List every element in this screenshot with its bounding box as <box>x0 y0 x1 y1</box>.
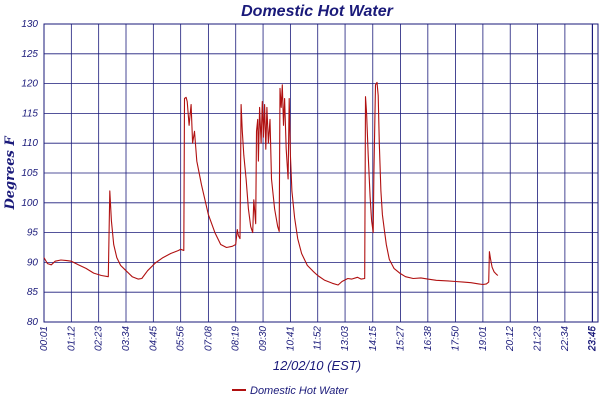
x-axis-label: 12/02/10 (EST) <box>273 358 361 373</box>
x-tick-label: 02:23 <box>94 326 105 351</box>
x-tick-label: 22:34 <box>560 326 571 352</box>
y-tick-label: 105 <box>21 168 38 179</box>
y-axis-label: Degrees F <box>3 136 18 211</box>
x-tick-label: 00:01 <box>39 326 50 351</box>
y-tick-label: 125 <box>21 49 38 60</box>
x-tick-label: 20:12 <box>505 326 516 352</box>
x-tick-label: 04:45 <box>148 326 159 351</box>
series-line-domestic-hot-water <box>43 81 499 286</box>
x-tick-label: 03:34 <box>121 326 132 351</box>
grid-lines <box>43 23 598 323</box>
y-tick-label: 110 <box>22 138 38 149</box>
chart-title: Domestic Hot Water <box>241 3 394 20</box>
x-tick-label: 16:38 <box>423 326 434 351</box>
y-tick-label: 100 <box>21 198 38 209</box>
legend-label: Domestic Hot Water <box>250 385 350 397</box>
x-tick-label: 19:01 <box>478 326 489 351</box>
x-tick-label: 11:52 <box>313 326 324 351</box>
x-tick-label: 10:41 <box>285 326 296 351</box>
x-tick-label: 08:19 <box>231 326 242 351</box>
x-tick-label: 09:30 <box>258 326 269 351</box>
y-tick-label: 115 <box>22 108 38 119</box>
y-axis-ticks: 80 85 90 95 100 105 110 115 120 125 130 <box>21 19 38 328</box>
x-tick-label: 01:12 <box>66 326 77 351</box>
y-tick-label: 95 <box>27 228 39 239</box>
series-layer <box>43 81 499 286</box>
x-tick-label: 17:50 <box>451 326 462 351</box>
y-tick-label: 85 <box>27 287 39 298</box>
x-tick-label: 23:46 <box>588 326 599 352</box>
x-tick-label: 05:56 <box>176 326 187 351</box>
y-tick-label: 80 <box>27 317 39 328</box>
x-axis-ticks: 00:01 01:12 02:23 03:34 04:45 05:56 07:08 08:19… <box>39 326 599 352</box>
x-tick-label: 13:03 <box>340 326 351 351</box>
legend: Domestic Hot Water <box>232 385 350 397</box>
y-tick-label: 120 <box>21 79 38 90</box>
x-tick-label: 21:23 <box>533 326 544 352</box>
y-tick-label: 90 <box>27 257 39 268</box>
x-tick-label: 15:27 <box>396 326 407 351</box>
y-tick-label: 130 <box>21 19 38 30</box>
x-tick-label: 07:08 <box>203 326 214 351</box>
x-tick-label: 14:15 <box>368 326 379 351</box>
x-tick-label: 23:45 <box>587 326 598 352</box>
